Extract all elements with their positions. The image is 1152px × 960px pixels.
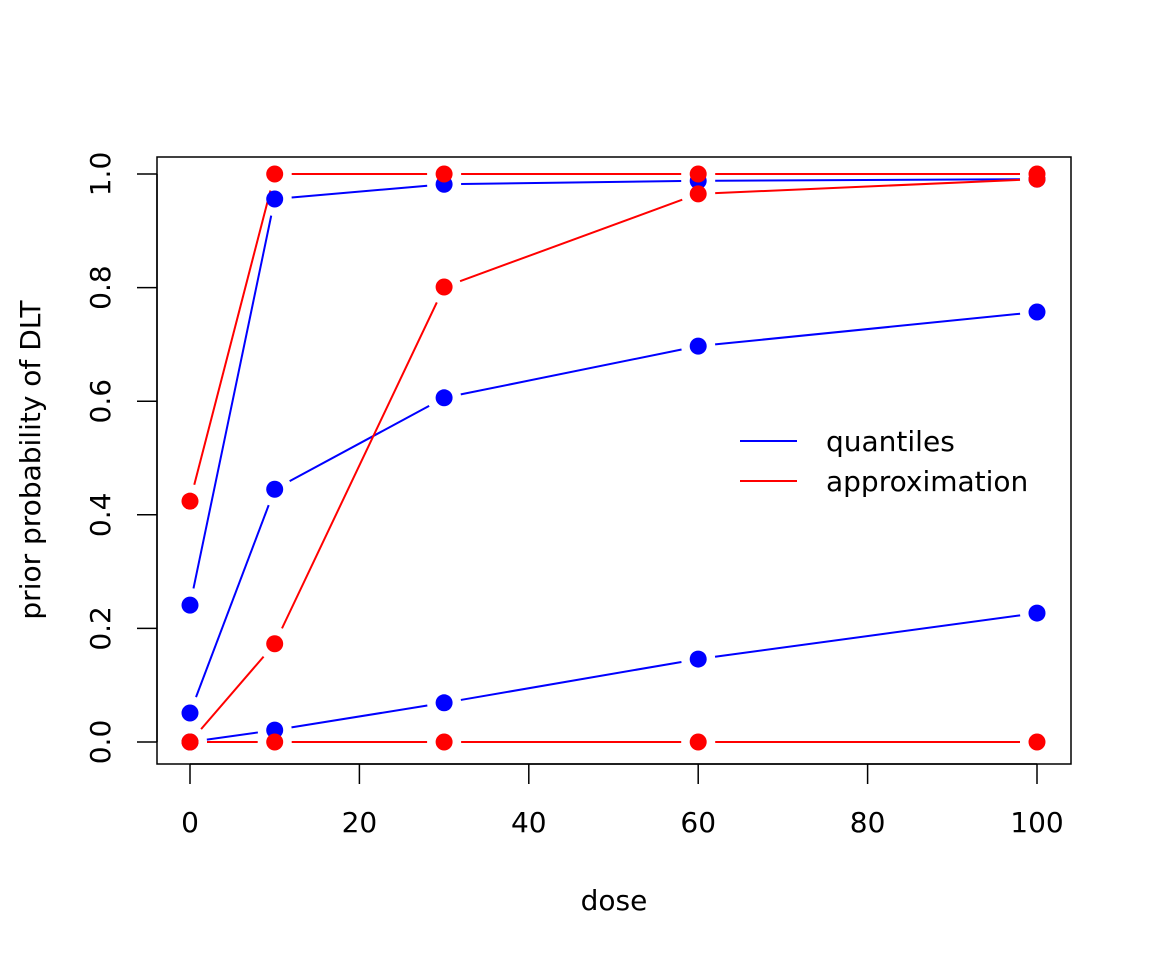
y-tick-label: 1.0 — [84, 152, 117, 197]
x-tick-label: 80 — [850, 806, 886, 839]
series-quantiles-1-segment — [460, 348, 682, 396]
series-quantiles-2-segment — [715, 178, 1021, 182]
y-tick-label: 0.6 — [84, 379, 117, 424]
series-approximation-5-point — [689, 165, 707, 183]
series-approximation-5-point — [1028, 165, 1046, 183]
series-quantiles-0-segment — [206, 731, 259, 741]
series-approximation-4-point — [181, 733, 199, 751]
series-quantiles-0-point — [689, 650, 707, 668]
series-quantiles-0-point — [266, 721, 284, 739]
series-approximation-4-point — [266, 635, 284, 653]
series-approximation-4-segment — [459, 198, 683, 283]
series-approximation-4-segment — [281, 301, 438, 629]
series-approximation-4-point — [689, 185, 707, 203]
x-tick-label: 60 — [680, 806, 716, 839]
legend-label-approximation: approximation — [826, 465, 1028, 498]
y-tick-label: 0.4 — [84, 493, 117, 538]
series-quantiles-1-segment — [715, 312, 1021, 346]
series-quantiles-1-point — [181, 704, 199, 722]
series-quantiles-0-segment — [460, 660, 682, 701]
y-axis-label: prior probability of DLT — [14, 300, 47, 620]
x-tick-label: 40 — [511, 806, 547, 839]
series-quantiles-2-segment — [192, 215, 273, 589]
series-approximation-5-point — [266, 165, 284, 183]
series-approximation-4-segment — [200, 655, 265, 730]
series-quantiles-2-point — [266, 190, 284, 208]
series-quantiles-2-segment — [291, 184, 428, 199]
series-quantiles-0-point — [1028, 604, 1046, 622]
legend-label-quantiles: quantiles — [826, 425, 955, 458]
series-approximation-5-point — [435, 165, 453, 183]
y-tick-label: 0.2 — [84, 606, 117, 651]
series-quantiles-1-point — [435, 389, 453, 407]
series-approximation-4-segment — [715, 178, 1021, 195]
series-quantiles-0-segment — [291, 704, 428, 729]
series-approximation-3-point — [689, 733, 707, 751]
series-approximation-5-segment — [193, 190, 272, 485]
x-axis-label: dose — [581, 884, 648, 917]
y-tick-label: 0.0 — [84, 720, 117, 765]
series-quantiles-1-point — [266, 480, 284, 498]
series-quantiles-1-segment — [289, 404, 430, 483]
series-quantiles-2-segment — [461, 180, 682, 185]
x-tick-label: 0 — [181, 806, 199, 839]
series-quantiles-1-segment — [195, 504, 270, 698]
x-tick-label: 20 — [342, 806, 378, 839]
series-quantiles-1-point — [1028, 303, 1046, 321]
series-quantiles-2-point — [181, 596, 199, 614]
series-approximation-3-point — [435, 733, 453, 751]
x-tick-label: 100 — [1010, 806, 1063, 839]
series-quantiles-0-segment — [714, 614, 1021, 658]
y-tick-label: 0.8 — [84, 265, 117, 310]
series-approximation-5-point — [181, 492, 199, 510]
series-approximation-4-point — [435, 278, 453, 296]
legend: quantiles approximation — [740, 425, 1028, 498]
series-quantiles-0-point — [435, 694, 453, 712]
series-approximation-3-point — [1028, 733, 1046, 751]
series-approximation-3-point — [266, 733, 284, 751]
series-quantiles-1-point — [689, 337, 707, 355]
